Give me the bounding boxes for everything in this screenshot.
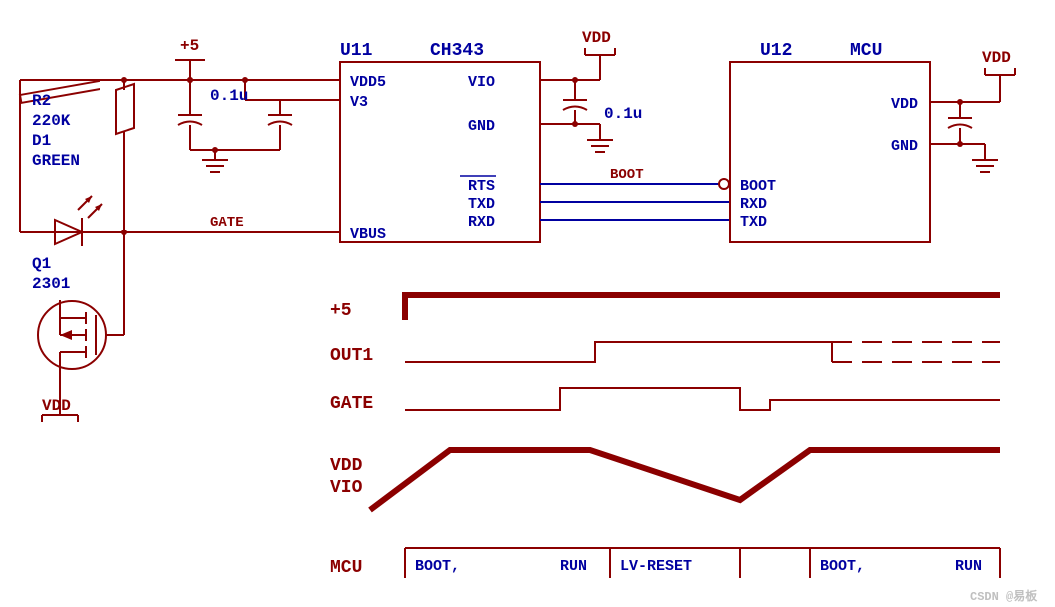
vdd-bottom-label: VDD (42, 397, 71, 415)
u11-pin-v3: V3 (350, 94, 368, 111)
u11-pin-vdd5: VDD5 (350, 74, 386, 91)
q1-ref: Q1 (32, 255, 51, 273)
timing-mcu-label: MCU (330, 558, 362, 578)
u12-pin-txd: TXD (740, 214, 767, 231)
power-plus5: +5 (175, 37, 205, 70)
r2-val: 220K (32, 112, 71, 130)
u11-pin-gnd: GND (468, 118, 495, 135)
q1-val: 2301 (32, 275, 70, 293)
u12-pin-rxd: RXD (740, 196, 767, 213)
timing-gate-label: GATE (330, 394, 373, 414)
schematic-diagram: +5 R2 220K D1 GREEN (0, 0, 1055, 607)
gnd-mid (587, 124, 613, 152)
net-boot-label: BOOT (610, 167, 644, 183)
u11-ch343: U11 CH343 VDD5 V3 VBUS VIO GND RTS TXD R… (340, 41, 540, 243)
u12-pin-vdd: VDD (891, 96, 918, 113)
cap-c1b (245, 80, 292, 150)
phase-boot2: BOOT, (820, 558, 865, 575)
phase-run2: RUN (955, 558, 982, 575)
power-vdd-bottom: VDD (42, 395, 78, 422)
u12-pin-boot: BOOT (740, 178, 776, 195)
c1-val: 0.1u (210, 87, 248, 105)
phase-lvreset: LV-RESET (620, 558, 692, 575)
r2-ref: R2 (32, 92, 51, 110)
gnd-left (202, 150, 228, 172)
vdd-top-label: VDD (582, 29, 611, 47)
cap-c2 (563, 80, 587, 124)
net-gate-label: GATE (210, 215, 244, 231)
phase-run1: RUN (560, 558, 587, 575)
timing-vio-label: VIO (330, 478, 363, 498)
u12-ref: U12 (760, 41, 792, 61)
u11-pin-vbus: VBUS (350, 226, 386, 243)
u11-pin-rts: RTS (468, 178, 495, 195)
u12-mcu: U12 MCU BOOT RXD TXD VDD GND (730, 41, 930, 242)
vdd-right-label: VDD (982, 49, 1011, 67)
power-vdd-top: VDD (582, 29, 615, 80)
timing-p5-label: +5 (330, 301, 352, 321)
u11-type: CH343 (430, 41, 484, 61)
timing-diagram: +5 OUT1 GATE VDD VIO MCU (330, 295, 1000, 578)
u12-pin-gnd: GND (891, 138, 918, 155)
u11-pin-txd: TXD (468, 196, 495, 213)
u11-pin-vio: VIO (468, 74, 495, 91)
power-vdd-right: VDD (980, 49, 1015, 102)
phase-boot1: BOOT, (415, 558, 460, 575)
u11-pin-rxd: RXD (468, 214, 495, 231)
d1-val: GREEN (32, 152, 80, 170)
timing-vdd-label: VDD (330, 456, 363, 476)
gnd-right (972, 144, 998, 172)
power-plus5-label: +5 (180, 37, 199, 55)
timing-out1-label: OUT1 (330, 346, 373, 366)
d1-ref: D1 (32, 132, 51, 150)
u11-ref: U11 (340, 41, 373, 61)
c2-val: 0.1u (604, 105, 642, 123)
cap-c3 (948, 102, 972, 144)
inversion-bubble (719, 179, 729, 189)
watermark: CSDN @易板 (970, 588, 1038, 604)
u12-type: MCU (850, 41, 882, 61)
cap-c1a (178, 80, 202, 150)
